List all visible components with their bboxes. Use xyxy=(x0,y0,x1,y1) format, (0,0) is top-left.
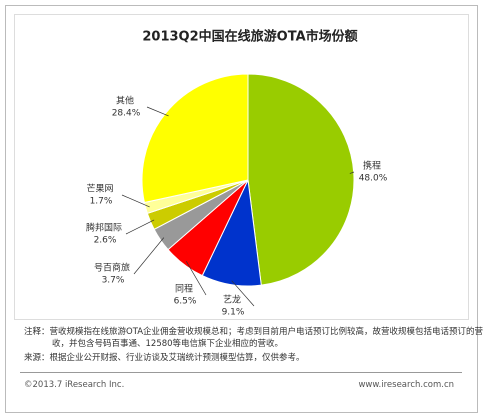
note: 注释：营收规模指在线旅游OTA企业佣金营收规模总和；考虑到目前用户电话预订比例较… xyxy=(24,327,484,349)
value-label: 2.6% xyxy=(94,236,117,246)
chart-title: 2013Q2中国在线旅游OTA市场份额 xyxy=(142,29,357,45)
leader-line xyxy=(185,261,207,296)
value-label: 1.7% xyxy=(90,197,113,207)
leader-line xyxy=(125,219,155,235)
source: 来源：根据企业公开财报、行业访谈及艾瑞统计预测模型估算，仅供参考。 xyxy=(24,353,305,363)
leader-line xyxy=(121,194,150,208)
plot-frame xyxy=(14,14,469,320)
leader-line xyxy=(349,171,355,174)
category-label: 同程 xyxy=(175,284,193,295)
leader-line xyxy=(231,280,255,307)
frame xyxy=(5,5,478,413)
website: www.iresearch.com.cn xyxy=(358,380,454,390)
category-label: 芒果网 xyxy=(86,183,113,195)
leader-line xyxy=(133,237,165,275)
pie-slice xyxy=(247,73,355,286)
leader-line xyxy=(146,106,169,117)
category-label: 腾邦国际 xyxy=(86,222,122,234)
value-label: 6.5% xyxy=(174,297,197,307)
category-label: 其他 xyxy=(116,95,134,107)
category-label: 携程 xyxy=(363,160,381,172)
value-label: 48.0% xyxy=(359,174,388,184)
copyright: ©2013.7 iResearch Inc. xyxy=(24,380,125,390)
category-label: 艺龙 xyxy=(223,294,241,306)
pie-slice xyxy=(141,73,249,204)
value-label: 9.1% xyxy=(222,308,245,318)
category-label: 号百商旅 xyxy=(94,262,130,274)
value-label: 28.4% xyxy=(112,109,141,119)
value-label: 3.7% xyxy=(102,276,125,286)
